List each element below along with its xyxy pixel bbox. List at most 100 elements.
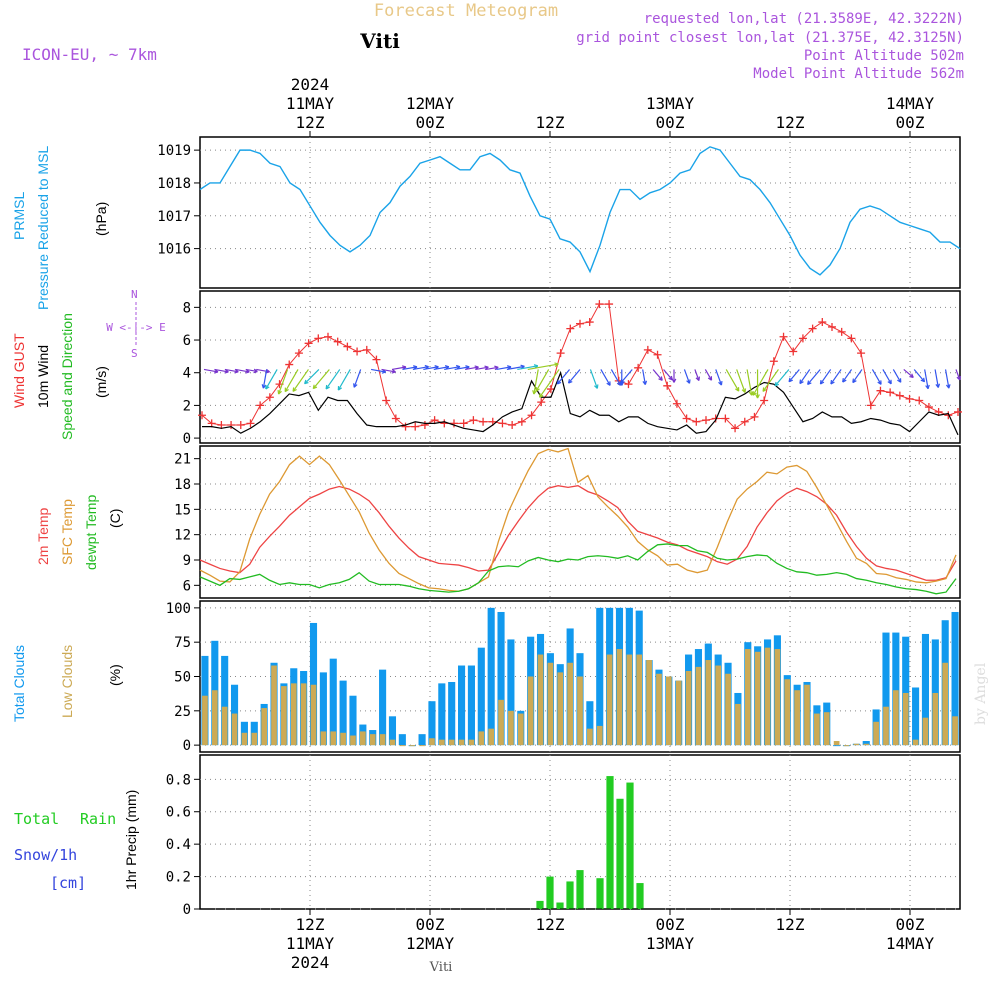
gust-marker	[915, 396, 924, 405]
wind-direction-arrow	[265, 369, 278, 390]
bottom-axis-label: 12Z	[536, 915, 565, 934]
low-cloud-bar	[271, 665, 277, 746]
wind-direction-arrow	[256, 368, 270, 373]
wind-direction-arrow	[752, 369, 769, 396]
low-cloud-bar	[468, 739, 475, 746]
bottom-axis-label: 00Z	[656, 915, 685, 934]
low-cloud-bar	[231, 713, 238, 746]
pressure-unit: (hPa)	[93, 202, 109, 236]
low-cloud-bar	[587, 728, 593, 746]
low-cloud-bar	[389, 739, 396, 746]
bottom-axis-label: 00Z	[896, 915, 925, 934]
gust-marker	[769, 357, 778, 366]
pressure-ytick-label: 1017	[157, 209, 191, 225]
low-cloud-bar	[488, 728, 495, 746]
wind-arrow-head	[748, 391, 754, 396]
wind-arrow-head	[265, 384, 270, 390]
wind-direction-arrow	[934, 369, 939, 388]
total-cloud-bar	[586, 701, 594, 746]
low-cloud-bar	[695, 666, 702, 746]
gust-marker	[702, 416, 710, 425]
low-cloud-bar	[843, 745, 850, 747]
low-cloud-bar	[508, 710, 514, 746]
gust-marker	[692, 417, 701, 426]
wind-arrow-head	[284, 387, 289, 393]
wind-direction-arrow	[600, 369, 611, 386]
wind-arrow-head	[842, 378, 847, 383]
wind-direction-arrow	[433, 366, 450, 371]
low-cloud-bar	[409, 745, 416, 747]
wind-arrow-head	[494, 365, 499, 371]
low-cloud-bar	[873, 721, 879, 746]
dewpt-line	[199, 543, 957, 595]
total-cloud-bar	[418, 734, 426, 746]
wind-direction-arrow	[762, 369, 779, 392]
wind-arrow-head	[277, 390, 282, 395]
wind-direction-arrow	[533, 369, 539, 395]
gust-marker	[924, 403, 933, 412]
wind-direction-arrow	[663, 369, 673, 381]
total-cloud-bar	[862, 741, 870, 746]
gust-marker	[285, 360, 294, 369]
total-cloud-bar	[833, 745, 841, 747]
low-cloud-bar	[646, 660, 652, 746]
gust-marker	[527, 411, 536, 420]
wind-direction-arrow	[262, 369, 268, 389]
low-cloud-bar	[399, 745, 406, 747]
wind-direction-arrow	[725, 369, 740, 392]
clouds-unit: (%)	[107, 664, 123, 686]
wind-direction-arrow	[642, 369, 646, 385]
wind-arrow-head	[852, 378, 857, 384]
wind-direction-arrow	[381, 368, 396, 373]
gust-marker	[886, 388, 895, 397]
wind-arrow-head	[292, 387, 297, 392]
temp-ytick-label: 18	[174, 477, 191, 493]
total-cloud-bar	[379, 669, 387, 746]
wind-direction-arrow	[539, 369, 560, 398]
precip-label-cm: [cm]	[50, 874, 86, 892]
top-axis-label: 00Z	[896, 113, 925, 132]
bottom-axis-label: 12Z	[776, 915, 805, 934]
wind-direction-arrow	[527, 363, 559, 371]
total-cloud-bar	[507, 639, 515, 746]
bottom-axis-label: 13MAY	[646, 934, 695, 953]
wind-ytick-label: 8	[183, 300, 191, 316]
gust-marker	[895, 391, 904, 400]
total-cloud-bar	[931, 639, 939, 746]
low-cloud-bar	[932, 692, 939, 746]
low-cloud-bar	[823, 712, 830, 746]
wind-line	[202, 370, 959, 436]
wind-direction-arrow	[304, 369, 320, 385]
gust-marker	[537, 398, 546, 407]
wind-arrow-head	[830, 379, 835, 385]
wind-ytick-label: 2	[183, 398, 191, 414]
pressure-ytick-label: 1016	[157, 242, 191, 258]
rain-bar	[616, 798, 624, 909]
wind-direction-arrow	[556, 369, 571, 385]
wind-direction-arrow	[454, 366, 470, 371]
low-cloud-bar	[735, 703, 741, 746]
precip-ytick-label: 0.2	[166, 870, 191, 886]
wind-direction-arrow	[852, 369, 863, 383]
wind-direction-arrow	[892, 369, 902, 383]
wind-direction-arrow	[819, 369, 832, 385]
wind-direction-arrow	[284, 369, 299, 392]
low-cloud-bar	[675, 680, 682, 746]
point-altitude: Point Altitude 502m	[804, 48, 964, 64]
wind-direction-arrow	[842, 369, 853, 383]
compass-s: S	[131, 347, 138, 360]
pressure-label-1: PRMSL	[11, 192, 27, 240]
temp-ytick-label: 6	[183, 578, 191, 594]
gust-marker	[634, 363, 643, 372]
wind-arrow-head	[799, 379, 804, 385]
gust-marker	[469, 416, 478, 425]
rain-bar	[626, 782, 634, 909]
precip-label-snow: Snow/1h	[14, 846, 77, 864]
low-cloud-bar	[665, 676, 672, 746]
low-cloud-bar	[330, 731, 337, 746]
wind-direction-arrow	[203, 368, 219, 373]
gust-marker	[760, 396, 769, 405]
wind-direction-arrow	[955, 369, 961, 381]
wind-arrow-head	[312, 384, 318, 390]
